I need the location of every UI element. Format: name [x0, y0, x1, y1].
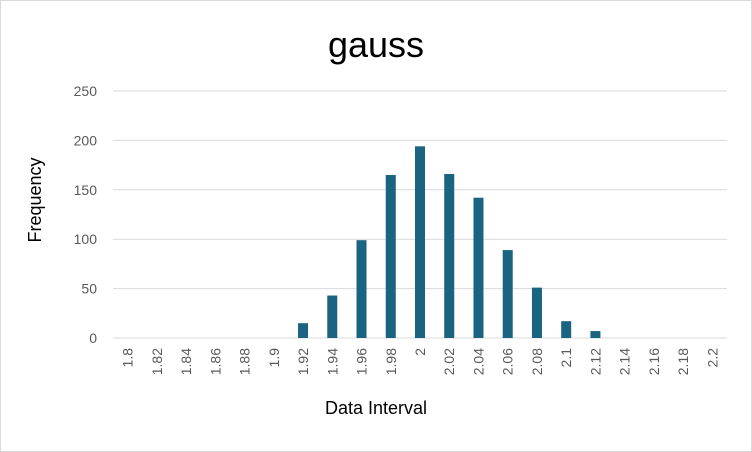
x-tick-label: 2.02: [441, 348, 457, 375]
x-tick-label: 1.88: [237, 348, 253, 375]
x-tick-label: 2.04: [470, 348, 486, 375]
bar: [415, 146, 425, 338]
x-tick-label: 1.98: [383, 348, 399, 375]
x-tick-label: 2.08: [529, 348, 545, 375]
gridlines: [113, 90, 727, 339]
x-tick-label: 2.14: [617, 348, 633, 375]
x-tick-label: 2.1: [558, 348, 574, 368]
x-tick-label: 1.92: [295, 348, 311, 375]
y-axis-title: Frequency: [25, 157, 45, 242]
bar: [444, 173, 455, 338]
x-tick-label: 2.06: [500, 348, 516, 375]
x-tick-label: 2.2: [704, 348, 720, 368]
y-tick-label: 250: [74, 83, 98, 99]
y-tick-label: 100: [74, 231, 98, 247]
y-tick-label: 200: [74, 132, 98, 148]
x-tick-label: 2.12: [587, 348, 603, 375]
x-tick-label: 1.96: [354, 348, 370, 375]
x-tick-label: 2.16: [646, 348, 662, 375]
bar: [531, 287, 542, 338]
bar: [473, 197, 484, 338]
bar: [385, 174, 396, 338]
y-tick-label: 0: [89, 330, 97, 346]
bar: [590, 331, 601, 338]
x-tick-label: 1.8: [120, 348, 136, 368]
x-tick-label: 1.86: [207, 348, 223, 375]
x-axis-title: Data Interval: [325, 398, 427, 418]
bar: [502, 250, 513, 338]
x-tick-label: 2: [412, 348, 428, 356]
x-tick-labels: 1.8 1.82 1.84 1.86 1.88 1.9 1.92 1.94 1.96 1.98 2 2…: [120, 348, 721, 375]
y-tick-label: 50: [81, 281, 97, 297]
chart-title: gauss: [328, 24, 424, 65]
bar: [356, 240, 367, 338]
y-tick-labels: 0 50 100 150 200 250: [74, 83, 98, 346]
bars: [298, 146, 601, 338]
x-tick-label: 1.94: [324, 348, 340, 375]
x-tick-label: 1.84: [178, 348, 194, 375]
x-tick-label: 1.82: [149, 348, 165, 375]
x-tick-label: 1.9: [266, 348, 282, 368]
bar: [298, 323, 309, 338]
y-tick-label: 150: [74, 182, 98, 198]
bar: [561, 321, 572, 338]
bar: [327, 295, 338, 338]
x-tick-label: 2.18: [675, 348, 691, 375]
